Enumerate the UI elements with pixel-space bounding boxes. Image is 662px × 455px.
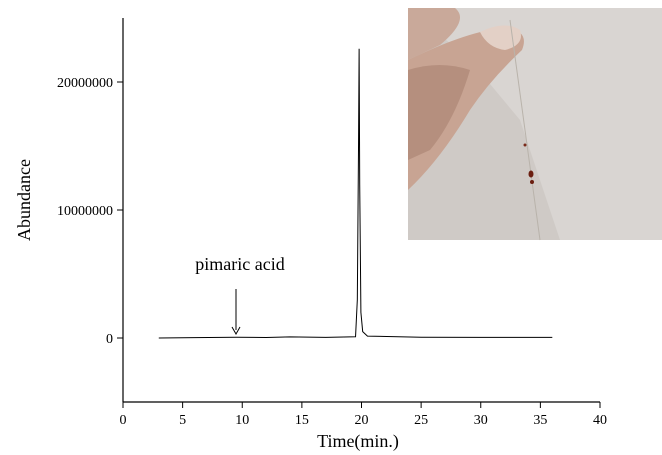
y-axis-label: Abundance xyxy=(14,159,34,241)
x-tick-label: 0 xyxy=(120,413,127,428)
x-tick-label: 5 xyxy=(179,413,186,428)
x-tick-label: 30 xyxy=(474,413,488,428)
x-axis-label: Time(min.) xyxy=(317,431,399,452)
x-tick-label: 15 xyxy=(295,413,309,428)
inset-photo xyxy=(408,8,662,241)
x-tick-label: 10 xyxy=(235,413,249,428)
y-tick-label: 20000000 xyxy=(57,76,113,91)
x-tick-label: 25 xyxy=(414,413,428,428)
y-tick-label: 0 xyxy=(106,332,113,347)
annotation-arrowhead xyxy=(231,326,241,336)
x-tick-label: 20 xyxy=(355,413,369,428)
data-line xyxy=(158,48,553,339)
y-tick-label: 10000000 xyxy=(57,204,113,219)
x-tick-label: 35 xyxy=(533,413,547,428)
x-tick-label: 40 xyxy=(593,413,607,428)
annotation: pimaric acid xyxy=(195,254,284,274)
